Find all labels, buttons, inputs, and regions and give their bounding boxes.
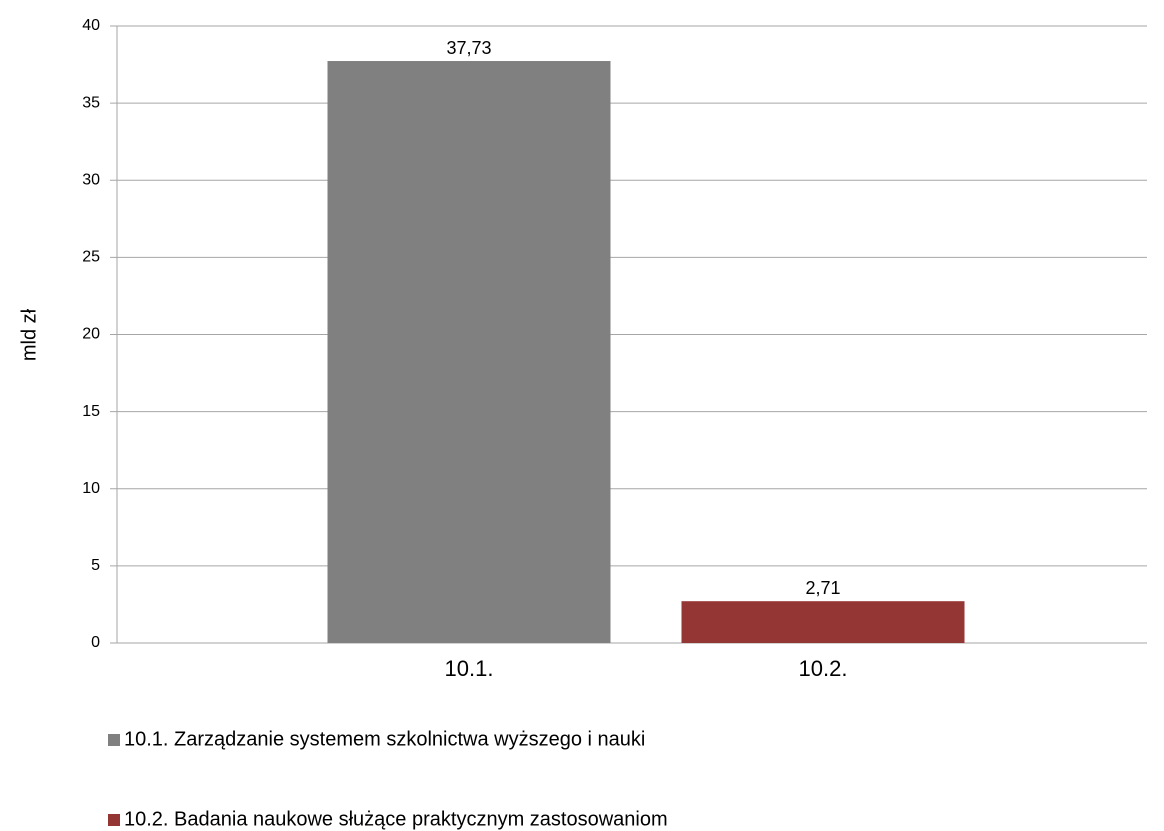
y-tick-label: 25 bbox=[82, 249, 100, 266]
x-tick-label: 10.1. bbox=[445, 656, 494, 681]
y-tick-label: 30 bbox=[82, 171, 100, 188]
legend-swatch bbox=[108, 734, 120, 746]
y-tick-label: 35 bbox=[82, 94, 100, 111]
y-tick-label: 20 bbox=[82, 326, 100, 343]
y-tick-label: 10 bbox=[82, 480, 100, 497]
bar bbox=[681, 601, 965, 643]
x-tick-label: 10.2. bbox=[799, 656, 848, 681]
y-tick-label: 5 bbox=[91, 557, 100, 574]
y-axis-label: mld zł bbox=[18, 308, 40, 361]
data-label: 2,71 bbox=[805, 578, 840, 598]
legend-label: 10.2. Badania naukowe służące praktyczny… bbox=[124, 808, 668, 830]
data-label: 37,73 bbox=[446, 38, 491, 58]
y-tick-label: 0 bbox=[91, 634, 100, 651]
legend-swatch bbox=[108, 814, 120, 826]
legend-label: 10.1. Zarządzanie systemem szkolnictwa w… bbox=[124, 728, 645, 750]
y-tick-label: 40 bbox=[82, 17, 100, 34]
y-tick-label: 15 bbox=[82, 403, 100, 420]
bar bbox=[327, 61, 611, 643]
